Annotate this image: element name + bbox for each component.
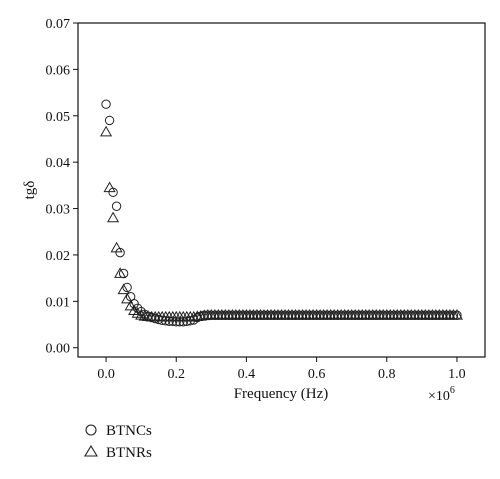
data-point-btnrs bbox=[131, 307, 144, 318]
y-tick-label: 0.00 bbox=[46, 342, 71, 357]
data-point-btnrs bbox=[117, 283, 130, 295]
plot-area-frame bbox=[77, 22, 486, 358]
y-tick-label: 0.06 bbox=[46, 63, 71, 78]
y-tick-label: 0.01 bbox=[46, 295, 71, 310]
y-tick-label: 0.03 bbox=[46, 203, 71, 218]
legend-label-btnrs: BTNRs bbox=[106, 445, 152, 461]
data-point-btnrs bbox=[110, 241, 123, 253]
x-axis-ticks: 0.0 0.2 0.4 0.6 0.8 1.0 bbox=[97, 357, 466, 382]
x-tick-label: 0.6 bbox=[308, 367, 326, 382]
legend-circle-marker-icon bbox=[85, 424, 97, 436]
legend-item-btnrs: BTNRs bbox=[84, 444, 152, 461]
series-layer bbox=[100, 99, 463, 327]
data-point-btncs bbox=[111, 201, 122, 211]
y-tick-label: 0.07 bbox=[46, 17, 71, 32]
x-axis-multiplier-base: ×10 bbox=[428, 389, 450, 404]
data-point-btnrs bbox=[124, 299, 137, 311]
y-tick-label: 0.05 bbox=[46, 110, 71, 125]
data-point-btncs bbox=[104, 115, 115, 126]
data-point-btnrs bbox=[450, 309, 463, 320]
legend: BTNCs BTNRs bbox=[84, 423, 152, 461]
x-tick-label: 1.0 bbox=[448, 367, 466, 382]
x-tick-label: 0.8 bbox=[378, 367, 396, 382]
series-btnrs bbox=[100, 125, 463, 322]
x-tick-label: 0.4 bbox=[238, 367, 256, 382]
data-point-btnrs bbox=[107, 211, 120, 223]
y-axis-label: tgδ bbox=[22, 181, 38, 200]
data-point-btnrs bbox=[114, 267, 127, 278]
x-axis-multiplier-exponent: 6 bbox=[450, 385, 455, 396]
x-tick-label: 0.2 bbox=[167, 367, 185, 382]
legend-item-btncs: BTNCs bbox=[85, 423, 152, 439]
x-axis-multiplier: ×106 bbox=[428, 385, 455, 404]
legend-triangle-marker-icon bbox=[84, 444, 98, 457]
x-axis-label: Frequency (Hz) bbox=[234, 386, 329, 402]
legend-label-btncs: BTNCs bbox=[106, 423, 152, 439]
data-point-btnrs bbox=[103, 181, 116, 193]
data-point-btncs bbox=[101, 99, 111, 109]
data-point-btnrs bbox=[100, 125, 113, 137]
data-point-btncs bbox=[157, 315, 167, 326]
y-axis-ticks: 0.00 0.01 0.02 0.03 0.04 0.05 0.06 0.07 bbox=[46, 17, 78, 357]
y-tick-label: 0.02 bbox=[46, 249, 71, 264]
y-tick-label: 0.04 bbox=[46, 156, 71, 171]
series-btncs bbox=[101, 99, 462, 327]
data-point-btnrs bbox=[121, 292, 134, 304]
x-tick-label: 0.0 bbox=[97, 367, 115, 382]
data-point-btnrs bbox=[135, 309, 148, 320]
